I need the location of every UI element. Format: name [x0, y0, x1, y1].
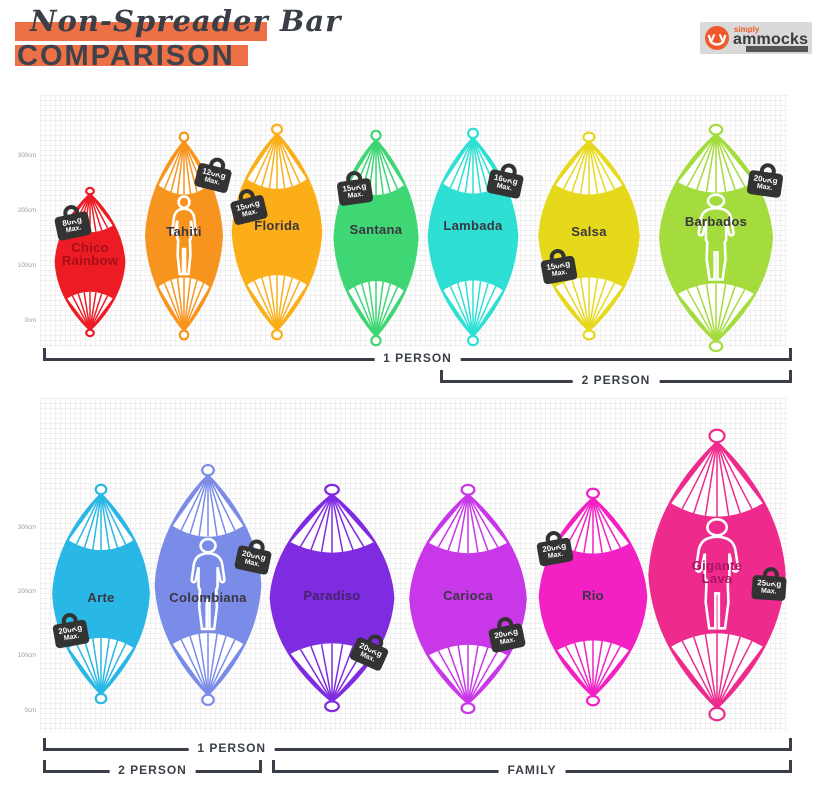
bracket-2-person: 2 PERSON: [440, 370, 792, 387]
hammock-name-label: Lambada: [443, 218, 503, 233]
hammock-florida: [228, 122, 326, 342]
max-load-badge: 250Kg Max.: [751, 574, 787, 602]
hammock-name-label: Gigante Lava: [691, 558, 743, 586]
hammock-name-label: Tahiti: [166, 224, 202, 239]
bracket-1-person: 1 PERSON: [43, 738, 792, 755]
hang-ring-bottom: [462, 703, 475, 713]
bracket-label: 2 PERSON: [109, 763, 196, 777]
hang-ring-bottom: [96, 694, 107, 703]
hang-ring-bottom: [468, 336, 478, 345]
header-script-title: Non-Spreader Bar: [30, 4, 342, 38]
hammock-name-label: Chico Rainbow: [61, 240, 119, 268]
header-highlight-bar-bottom: [15, 45, 248, 66]
hang-ring-top: [710, 430, 725, 442]
person-outline-icon: [172, 196, 196, 274]
hang-ring-top: [202, 465, 214, 475]
hang-ring-bottom: [584, 331, 595, 340]
y-axis-tick-100cm: 100cm: [17, 653, 36, 659]
hammock-name-label: Florida: [254, 218, 300, 233]
bracket-label: 1 PERSON: [188, 741, 276, 755]
hammock-gigante-lava: [642, 426, 792, 724]
hammock-name-label: Paradiso: [303, 588, 361, 603]
bracket-label: 2 PERSON: [572, 373, 660, 387]
hammock-salsa: [534, 130, 644, 342]
hang-ring-top: [710, 125, 722, 135]
hang-ring-top: [371, 131, 380, 140]
hang-ring-top: [180, 133, 188, 142]
hang-ring-top: [325, 485, 339, 495]
hang-ring-bottom: [710, 708, 725, 720]
hang-ring-bottom: [202, 695, 214, 705]
hammock-santana: [330, 128, 422, 348]
bracket-2-person: 2 PERSON: [43, 760, 262, 777]
hammock-lambada: [424, 126, 522, 348]
y-axis-tick-300cm: 300cm: [17, 525, 36, 531]
brand-logo: simply ammocks: [700, 22, 812, 54]
hang-ring-top: [468, 129, 478, 138]
hammock-tahiti: [142, 130, 226, 342]
hang-ring-bottom: [86, 330, 94, 336]
brand-logo-name: ammocks: [733, 31, 809, 48]
y-axis-tick-0cm: 0cm: [24, 708, 36, 714]
hang-ring-bottom: [325, 701, 339, 711]
hammock-name-label: Barbados: [684, 214, 748, 229]
brand-logo-hammock-icon: [705, 26, 729, 50]
bracket-label: 1 PERSON: [374, 351, 461, 365]
hammock-name-label: Rio: [582, 588, 604, 603]
hang-ring-top: [86, 188, 94, 194]
hammock-name-label: Santana: [349, 222, 403, 237]
bracket-1-person: 1 PERSON: [43, 348, 792, 365]
hammock-arte: [48, 482, 154, 706]
y-axis-tick-200cm: 200cm: [17, 589, 36, 595]
brand-logo-tagline-strip: [746, 46, 808, 52]
person-outline-icon: [192, 539, 225, 629]
bracket-family: FAMILY: [272, 760, 792, 777]
hammock-name-label: Colombiana: [169, 590, 247, 605]
person-outline-icon: [699, 195, 734, 280]
hammock-colombiana: [150, 462, 266, 708]
hammock-name-label: Carioca: [443, 588, 493, 603]
hammock-name-label: Salsa: [571, 224, 607, 239]
hang-ring-top: [587, 489, 599, 498]
hang-ring-bottom: [272, 330, 282, 339]
max-load-badge: 150Kg Max.: [336, 177, 374, 207]
hammock-barbados: [654, 122, 778, 354]
bracket-label: FAMILY: [498, 763, 566, 777]
y-axis-tick-200cm: 200cm: [17, 208, 36, 214]
y-axis-tick-0cm: 0cm: [24, 318, 36, 324]
y-axis-tick-300cm: 300cm: [17, 153, 36, 159]
hammock-name-label: Arte: [87, 590, 115, 605]
hang-ring-top: [584, 133, 595, 142]
hang-ring-top: [462, 485, 475, 495]
person-outline-icon: [696, 519, 738, 628]
y-axis-tick-100cm: 100cm: [17, 263, 36, 269]
header-highlight-bar-top: [15, 22, 267, 41]
hang-ring-top: [272, 125, 282, 134]
max-load-badge: 200Kg Max.: [746, 169, 784, 199]
hang-ring-bottom: [180, 331, 188, 340]
hang-ring-bottom: [371, 336, 380, 345]
brand-logo-prefix: simply: [734, 25, 760, 34]
hang-ring-bottom: [587, 696, 599, 705]
hang-ring-top: [96, 485, 107, 494]
hang-ring-bottom: [710, 341, 722, 351]
page-title: COMPARISON: [17, 40, 235, 72]
